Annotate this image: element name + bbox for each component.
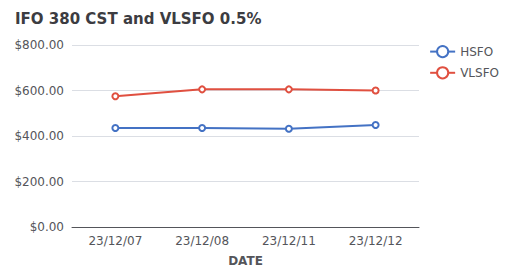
svg-text:23/12/08: 23/12/08 [175, 234, 229, 248]
svg-text:$400.00: $400.00 [14, 129, 64, 143]
svg-text:$200.00: $200.00 [14, 175, 64, 189]
svg-text:23/12/11: 23/12/11 [262, 234, 316, 248]
svg-text:$600.00: $600.00 [14, 84, 64, 98]
svg-text:DATE: DATE [228, 254, 263, 268]
svg-text:$800.00: $800.00 [14, 38, 64, 52]
svg-text:23/12/07: 23/12/07 [88, 234, 142, 248]
svg-text:HSFO: HSFO [460, 45, 493, 59]
svg-text:IFO 380 CST and VLSFO 0.5%: IFO 380 CST and VLSFO 0.5% [15, 10, 261, 28]
svg-text:23/12/12: 23/12/12 [349, 234, 403, 248]
svg-text:VLSFO: VLSFO [460, 66, 499, 80]
svg-text:$0.00: $0.00 [30, 220, 64, 234]
